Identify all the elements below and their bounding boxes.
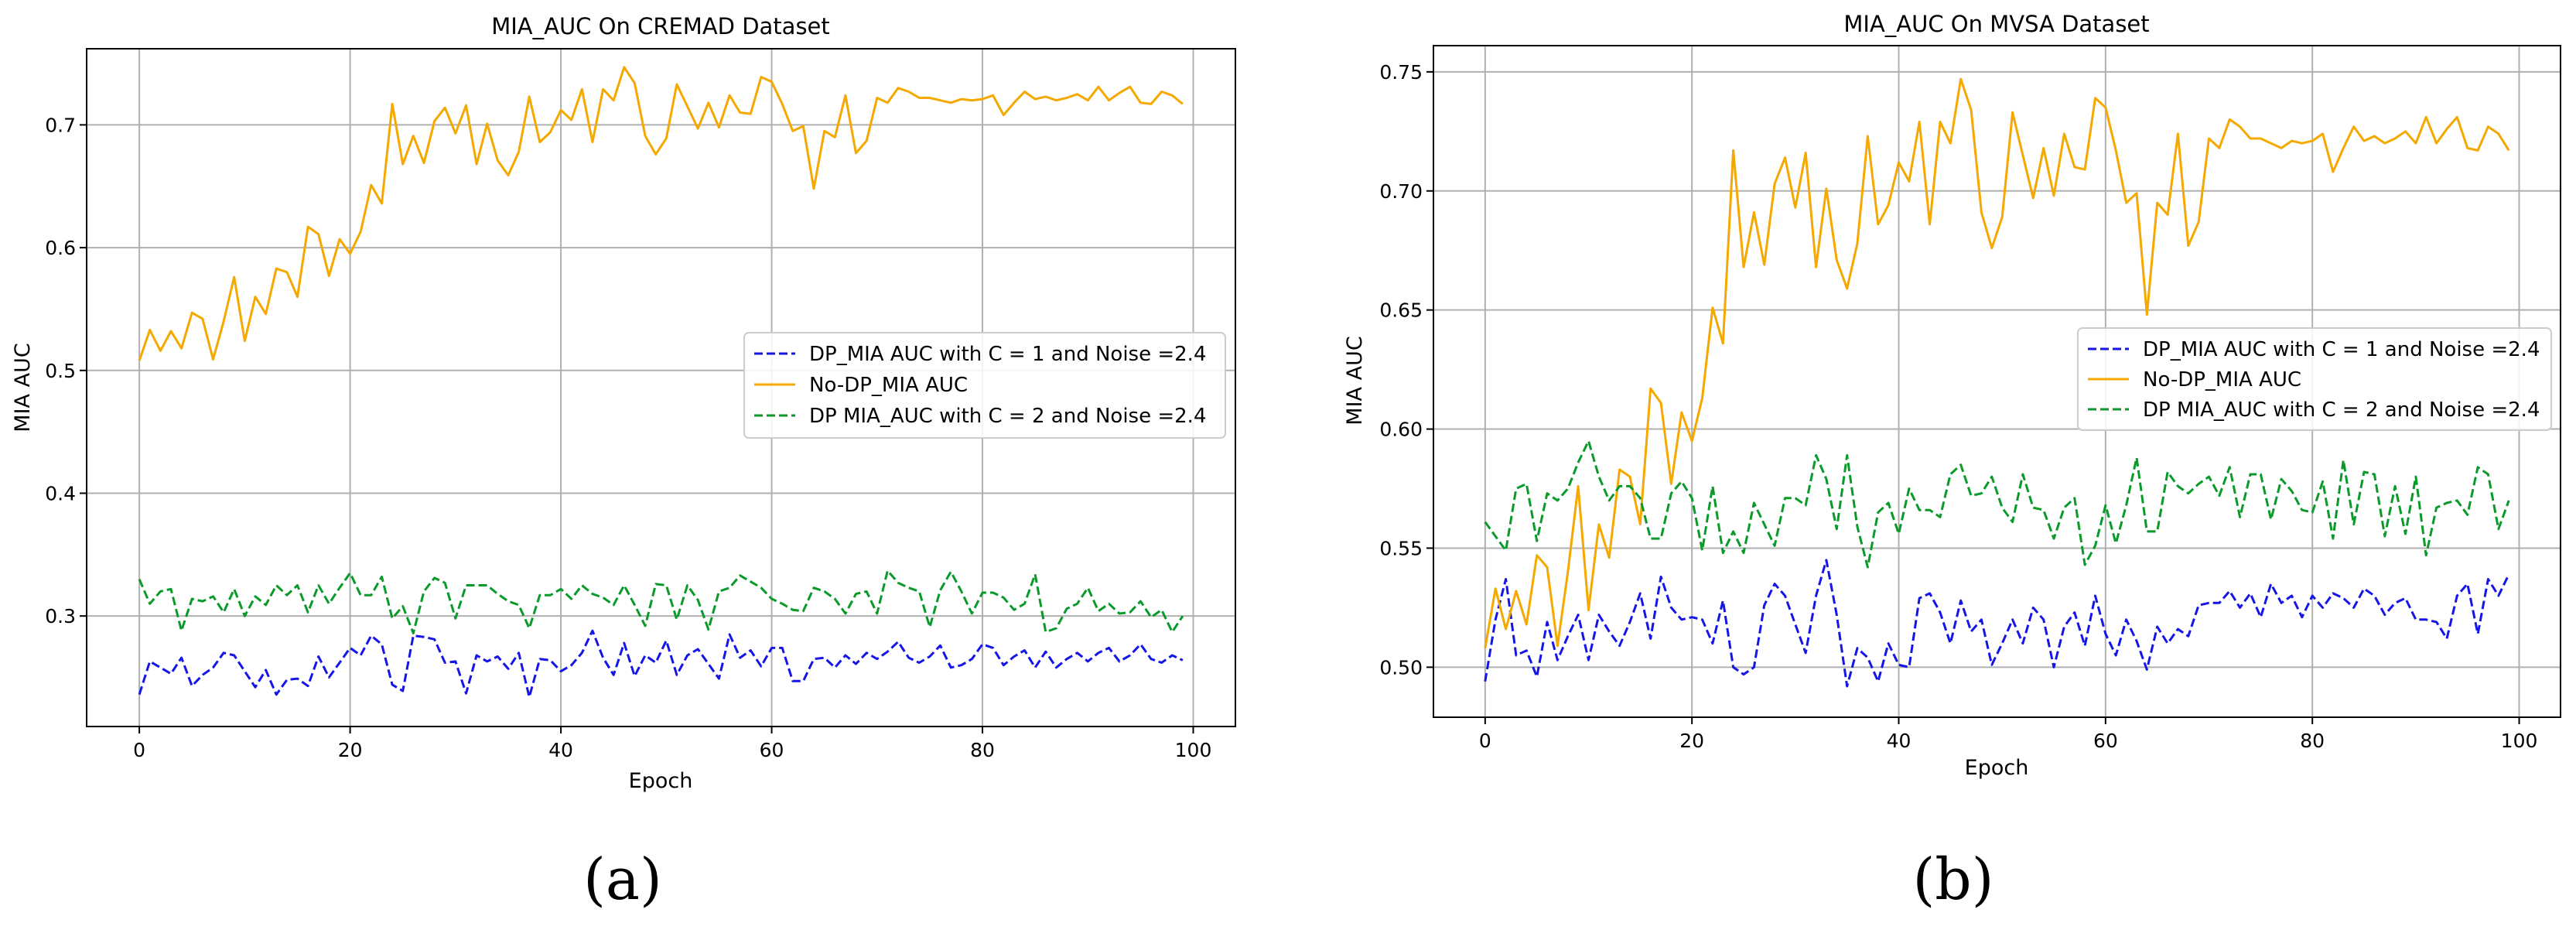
- plot-border-a: [86, 48, 1236, 727]
- panel-label-a: (a): [583, 846, 662, 913]
- x-tick-label-b-0: 0: [1479, 730, 1491, 752]
- x-tick-label-b-1: 20: [1679, 730, 1704, 752]
- legend-b: DP_MIA AUC with C = 1 and Noise =2.4 No-…: [2077, 327, 2552, 431]
- ticks-b: 0 20 40 60 80 100 0.50 0.55 0.60 0.65 0.70 0.75: [1379, 61, 2537, 752]
- y-tick-label-a-2: 0.5: [45, 360, 76, 382]
- series-group-a: [138, 66, 1184, 699]
- legend-label-b-3: DP MIA_AUC with C = 2 and Noise =2.4: [2143, 398, 2540, 422]
- x-tick-label-b-3: 60: [2093, 730, 2118, 752]
- series-line-b-3: [1484, 439, 2510, 569]
- series-line-b-2: [1484, 77, 2510, 648]
- panel-label-b: (b): [1912, 846, 1993, 913]
- legend-label-b-1: DP_MIA AUC with C = 1 and Noise =2.4: [2143, 338, 2540, 361]
- x-tick-label-a-5: 100: [1175, 739, 1212, 761]
- y-axis-label-a: MIA AUC: [11, 343, 35, 432]
- chart-panel-b: 0 20 40 60 80 100 0.50 0.55 0.60 0.65 0.70 0.75 MIA…: [1343, 11, 2561, 913]
- chart-panel-a: 0 20 40 60 80 100 0.3 0.4 0.5 0.6 0.7 MIA_AUC On C…: [11, 13, 1236, 913]
- legend-box-b: [2077, 327, 2552, 431]
- y-tick-label-b-2: 0.60: [1379, 419, 1423, 441]
- legend-label-a-2: No-DP_MIA AUC: [809, 374, 968, 397]
- y-tick-label-b-4: 0.70: [1379, 180, 1423, 203]
- x-axis-label-b: Epoch: [1965, 756, 2029, 780]
- y-tick-label-b-0: 0.50: [1379, 656, 1423, 679]
- y-axis-label-b: MIA AUC: [1343, 336, 1367, 425]
- legend-label-b-2: No-DP_MIA AUC: [2143, 368, 2301, 391]
- ticks-a: 0 20 40 60 80 100 0.3 0.4 0.5 0.6 0.7: [45, 114, 1211, 761]
- x-tick-label-a-4: 80: [970, 739, 995, 761]
- x-tick-label-b-4: 80: [2300, 730, 2325, 752]
- y-tick-label-b-3: 0.65: [1379, 299, 1423, 322]
- x-tick-label-a-2: 40: [548, 739, 573, 761]
- y-tick-label-a-4: 0.7: [45, 114, 76, 136]
- plot-border-b: [1433, 45, 2561, 718]
- series-line-a-2: [138, 66, 1184, 361]
- x-tick-label-a-0: 0: [133, 739, 145, 761]
- x-tick-label-b-2: 40: [1887, 730, 1912, 752]
- y-tick-label-b-1: 0.55: [1379, 537, 1423, 559]
- y-tick-label-b-5: 0.75: [1379, 61, 1423, 84]
- x-axis-label-a: Epoch: [629, 769, 693, 793]
- legend-label-a-1: DP_MIA AUC with C = 1 and Noise =2.4: [809, 343, 1207, 366]
- chart-title-b: MIA_AUC On MVSA Dataset: [1843, 11, 2149, 37]
- series-line-a-3: [138, 569, 1184, 634]
- series-group-b: [1484, 77, 2510, 688]
- chart-title-a: MIA_AUC On CREMAD Dataset: [491, 13, 830, 39]
- x-tick-label-a-1: 20: [338, 739, 363, 761]
- series-line-b-1: [1484, 559, 2510, 688]
- legend-box-a: [743, 332, 1226, 439]
- x-tick-label-b-5: 100: [2501, 730, 2538, 752]
- y-tick-label-a-0: 0.3: [45, 605, 76, 627]
- x-tick-label-a-3: 60: [760, 739, 784, 761]
- legend-label-a-3: DP MIA_AUC with C = 2 and Noise =2.4: [809, 405, 1207, 428]
- y-tick-label-a-3: 0.6: [45, 237, 76, 259]
- legend-a: DP_MIA AUC with C = 1 and Noise =2.4 No-…: [743, 332, 1226, 439]
- y-tick-label-a-1: 0.4: [45, 482, 76, 504]
